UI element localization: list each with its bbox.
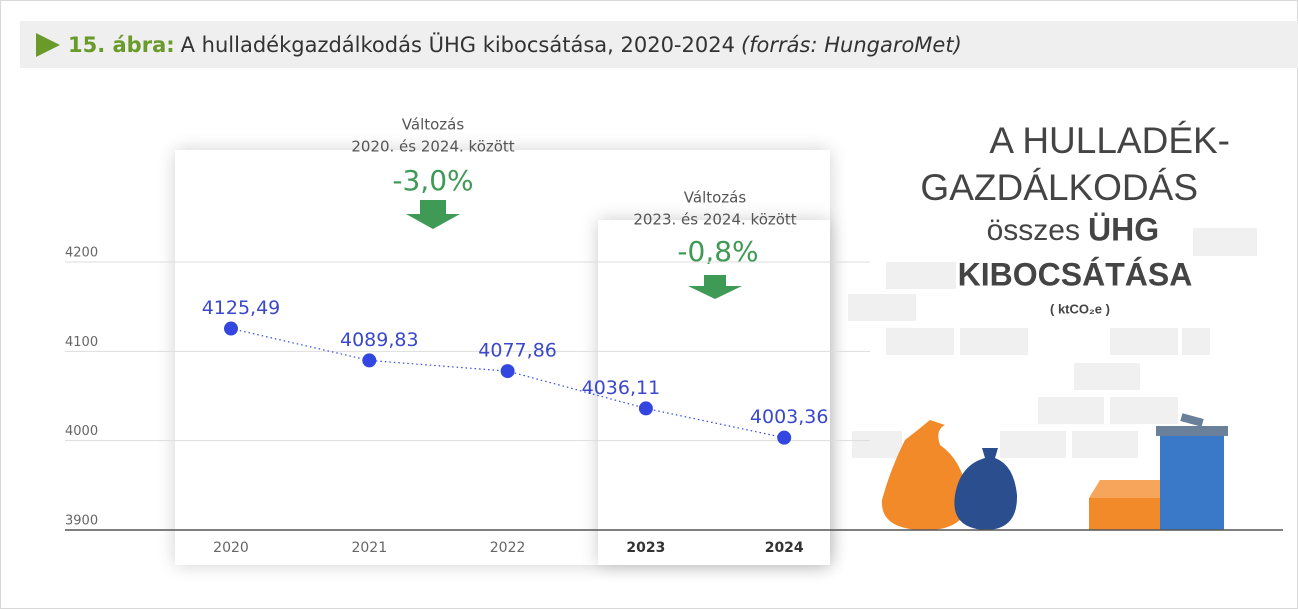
point [224, 322, 238, 336]
value-label: 4089,83 [340, 329, 419, 351]
point [362, 353, 376, 367]
annotation-text: Változás [684, 189, 747, 207]
side-title: KIBOCSÁTÁSA [958, 256, 1193, 292]
y-tick-label: 3900 [65, 514, 98, 529]
page: {"header": {"label": "15. ábra:", "title… [0, 0, 1298, 609]
icons [882, 413, 1228, 530]
value-label: 4036,11 [582, 377, 661, 399]
side-unit: ( ktCO₂e ) [1050, 301, 1110, 316]
y-tick-label: 4100 [65, 335, 98, 350]
y-tick-label: 4200 [65, 246, 98, 261]
x-tick-label: 2024 [765, 540, 804, 556]
point [501, 364, 515, 378]
point [639, 401, 653, 415]
x-tick-label: 2021 [351, 540, 387, 556]
annotation-change: -3,0% [392, 164, 473, 197]
side-title: ÜHG [1088, 211, 1159, 247]
value-label: 4077,86 [478, 340, 557, 362]
value-label: 4003,36 [750, 406, 829, 428]
side-title: GAZDÁLKODÁS [920, 167, 1198, 208]
annotation-change: -0,8% [677, 235, 758, 268]
annotation-text: 2023. és 2024. között [633, 211, 796, 229]
value-label: 4125,49 [202, 297, 281, 319]
point [777, 431, 791, 445]
x-tick-label: 2023 [626, 540, 665, 556]
chart: Változás 2020. és 2024. között -3,0% Vál… [0, 0, 1298, 609]
annotation-text: 2020. és 2024. között [351, 138, 514, 156]
x-tick-label: 2020 [213, 540, 249, 556]
y-tick-label: 4000 [65, 424, 98, 439]
x-tick-label: 2022 [490, 540, 526, 556]
side-title: A HULLADÉK- [989, 120, 1230, 161]
side-title: összes [987, 214, 1080, 247]
annotation-text: Változás [402, 116, 465, 134]
